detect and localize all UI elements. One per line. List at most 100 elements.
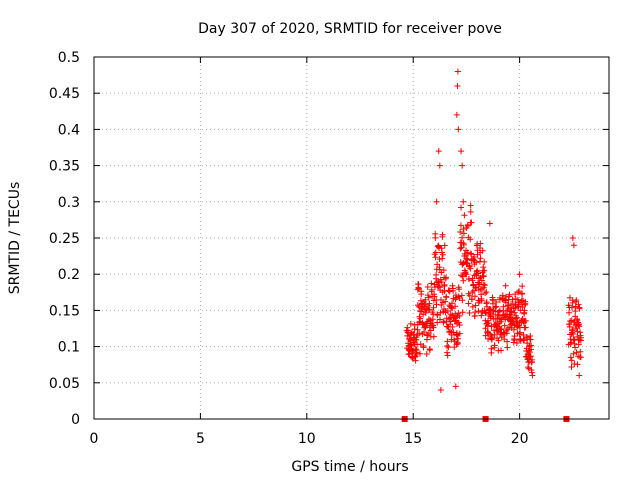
data-point bbox=[420, 344, 427, 351]
data-point bbox=[424, 292, 431, 299]
axis-ticks: 0 0.05 0.1 0.15 0.2 0.25 0.3 0.35 0.4 0.45 0.5 0 5 10… bbox=[49, 50, 609, 447]
data-point bbox=[516, 271, 523, 278]
data-point bbox=[489, 300, 496, 307]
chart-title: Day 307 of 2020, SRMTID for receiver pov… bbox=[198, 21, 502, 37]
data-point bbox=[444, 352, 451, 359]
data-point bbox=[471, 293, 478, 300]
data-point bbox=[517, 329, 524, 336]
data-point bbox=[412, 357, 419, 364]
data-point bbox=[449, 323, 456, 330]
data-point bbox=[488, 335, 495, 342]
data-point bbox=[478, 277, 485, 284]
data-point bbox=[497, 326, 504, 333]
data-point bbox=[566, 323, 573, 330]
data-point bbox=[503, 330, 510, 337]
data-point bbox=[470, 256, 477, 263]
data-point bbox=[412, 346, 419, 353]
data-point bbox=[570, 331, 577, 337]
data-point bbox=[569, 304, 576, 311]
data-point bbox=[509, 316, 516, 323]
data-point bbox=[445, 344, 452, 351]
data-point bbox=[566, 294, 573, 301]
data-point bbox=[487, 315, 494, 322]
data-point bbox=[573, 349, 580, 356]
data-point bbox=[576, 372, 583, 379]
data-point bbox=[455, 126, 462, 133]
data-point bbox=[444, 349, 451, 356]
data-point bbox=[436, 162, 443, 169]
data-point bbox=[443, 274, 450, 281]
data-point bbox=[417, 315, 424, 322]
data-point bbox=[500, 303, 507, 310]
data-point bbox=[455, 335, 462, 342]
data-point bbox=[516, 331, 523, 338]
data-point bbox=[453, 111, 460, 118]
data-point bbox=[465, 300, 472, 307]
y-tick-label: 0.1 bbox=[58, 340, 80, 356]
data-point bbox=[454, 340, 461, 347]
data-point bbox=[469, 303, 476, 310]
data-point bbox=[448, 304, 455, 311]
data-point bbox=[472, 302, 479, 309]
data-point bbox=[463, 271, 470, 278]
data-point bbox=[433, 301, 440, 308]
data-point bbox=[495, 308, 502, 315]
data-point bbox=[442, 298, 449, 305]
data-point bbox=[408, 342, 415, 349]
y-axis-label: SRMTID / TECUs bbox=[7, 182, 23, 295]
data-point bbox=[488, 336, 495, 343]
data-point bbox=[426, 346, 433, 353]
data-point bbox=[467, 202, 474, 209]
data-point bbox=[475, 281, 482, 288]
data-point bbox=[472, 309, 479, 316]
data-point bbox=[493, 323, 500, 330]
data-point bbox=[568, 363, 575, 370]
data-point bbox=[436, 256, 443, 263]
data-point bbox=[504, 338, 511, 345]
grid-lines bbox=[94, 57, 609, 419]
data-point bbox=[466, 292, 473, 299]
data-point bbox=[572, 344, 579, 351]
data-point bbox=[441, 287, 448, 294]
y-tick-label: 0.4 bbox=[58, 122, 80, 138]
data-point bbox=[526, 343, 533, 350]
data-point bbox=[441, 281, 448, 288]
data-point bbox=[454, 68, 461, 75]
data-point bbox=[416, 350, 423, 357]
data-point bbox=[524, 340, 531, 347]
data-point bbox=[454, 82, 461, 89]
data-point bbox=[450, 287, 457, 294]
data-point bbox=[476, 280, 483, 287]
data-point bbox=[464, 249, 471, 256]
data-point bbox=[428, 280, 435, 287]
data-point bbox=[452, 303, 459, 310]
data-point bbox=[458, 148, 465, 155]
data-point bbox=[472, 284, 479, 291]
data-point bbox=[570, 350, 577, 357]
data-point bbox=[468, 251, 475, 258]
y-tick-label: 0.05 bbox=[49, 376, 80, 392]
data-point bbox=[507, 308, 514, 315]
data-point bbox=[456, 322, 463, 329]
data-point bbox=[412, 354, 419, 361]
data-point bbox=[437, 309, 444, 316]
data-point bbox=[519, 283, 526, 290]
data-point bbox=[529, 356, 536, 363]
data-point bbox=[427, 327, 434, 334]
data-point bbox=[521, 336, 528, 343]
data-point bbox=[430, 304, 437, 311]
data-point bbox=[439, 255, 446, 262]
data-point bbox=[407, 320, 414, 327]
data-point bbox=[414, 326, 421, 333]
data-point bbox=[529, 372, 536, 379]
data-point bbox=[410, 331, 417, 338]
data-point bbox=[409, 348, 416, 355]
data-point bbox=[519, 290, 526, 297]
data-point bbox=[569, 329, 576, 336]
data-point bbox=[481, 267, 488, 274]
data-point bbox=[457, 229, 464, 236]
data-point bbox=[574, 361, 581, 368]
data-point bbox=[460, 241, 467, 248]
data-point bbox=[466, 262, 473, 269]
